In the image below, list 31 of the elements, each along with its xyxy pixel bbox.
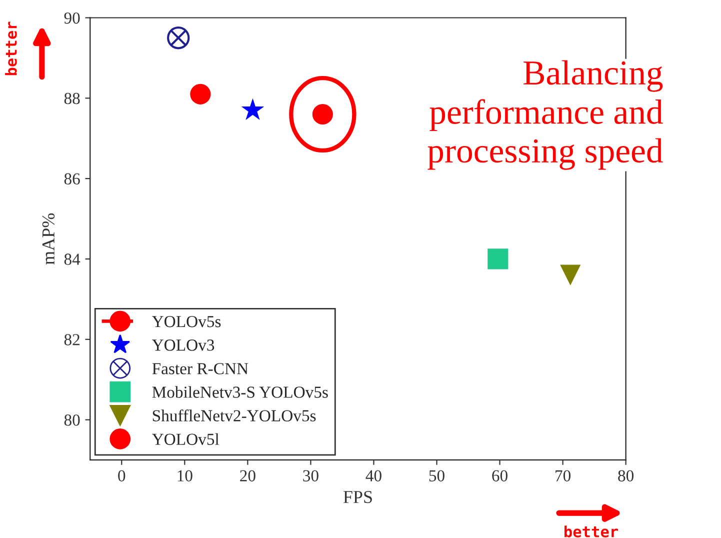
legend-label: YOLOv3 xyxy=(152,340,214,351)
y-axis-title: mAP% xyxy=(42,213,55,265)
y-tick-label: 82 xyxy=(64,334,80,346)
point xyxy=(488,248,508,270)
point xyxy=(241,98,264,120)
annotation: Balancing performance and processing speed xyxy=(428,60,663,170)
y-tick-label: 80 xyxy=(64,414,80,426)
x-tick-label: 70 xyxy=(556,470,570,482)
legend-label: MobileNetv3-S YOLOv5s xyxy=(152,386,328,398)
x-tick-label: 0 xyxy=(118,470,126,482)
y-tick-label: 84 xyxy=(64,254,80,265)
x-tick-label: 60 xyxy=(492,470,508,482)
legend-label: YOLOv5l xyxy=(152,433,220,445)
legend-label: YOLOv5s xyxy=(152,316,221,328)
point xyxy=(190,84,211,104)
text: better xyxy=(5,22,17,76)
x-tick-label: 10 xyxy=(178,470,192,482)
x-tick-label: 30 xyxy=(303,470,318,482)
x-tick-label: 80 xyxy=(618,470,634,482)
y-tick-label: 86 xyxy=(64,173,80,185)
legend-label: Faster R-CNN xyxy=(152,363,248,374)
y-tick-label: 88 xyxy=(64,92,80,104)
text: better xyxy=(564,526,618,538)
legend-label: ShuffleNetv2-YOLOv5s xyxy=(152,409,316,422)
point xyxy=(167,26,190,50)
x-tick-label: 20 xyxy=(240,470,256,482)
x-axis-title: FPS xyxy=(343,490,372,504)
y-tick-label: 90 xyxy=(64,12,80,24)
point xyxy=(560,264,581,286)
x-tick-label: 50 xyxy=(429,470,444,482)
x-tick-label: 40 xyxy=(366,470,382,482)
